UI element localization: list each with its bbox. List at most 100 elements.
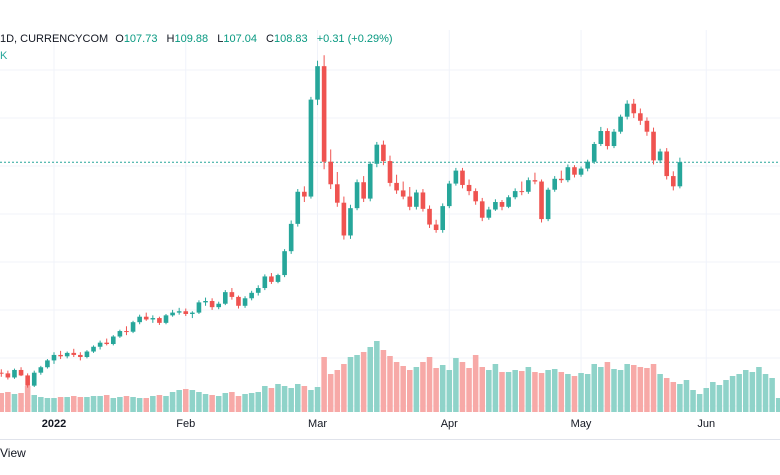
candle-body	[585, 161, 590, 169]
volume-bar	[209, 395, 215, 412]
footer-divider	[0, 439, 780, 440]
volume-bar	[413, 367, 420, 412]
volume-bar	[314, 387, 321, 412]
candle-body	[104, 342, 110, 345]
volume-bar	[334, 370, 341, 412]
candle-body	[0, 372, 4, 374]
candle	[670, 171, 676, 191]
low-label: L	[217, 33, 224, 45]
volume-bar	[545, 370, 551, 412]
candle-body	[367, 163, 373, 199]
volume-bar	[486, 370, 492, 412]
volume-bar	[242, 394, 248, 412]
volume-bar	[393, 362, 400, 412]
candle	[460, 167, 465, 189]
candle	[203, 297, 208, 306]
candle	[427, 205, 432, 228]
candle	[348, 204, 353, 239]
candle-body	[664, 151, 670, 177]
ohlc-legend: 1D, CURRENCYCOM O107.73 H109.88 L107.04 …	[0, 33, 399, 45]
candle	[143, 312, 149, 321]
candle	[644, 117, 650, 136]
candle	[519, 181, 525, 196]
candle	[124, 326, 129, 336]
candle	[51, 352, 57, 364]
candle-body	[216, 303, 222, 308]
candle	[433, 219, 439, 233]
volume-bar	[327, 374, 334, 412]
candle-body	[552, 178, 558, 190]
volume-bar	[584, 374, 591, 412]
volume-bar	[551, 369, 558, 412]
candle	[526, 177, 531, 194]
candle-body	[157, 318, 162, 323]
candle	[532, 172, 538, 185]
candle	[0, 369, 4, 377]
volume-bar	[341, 364, 347, 412]
volume-bar	[18, 393, 24, 412]
volume-bar	[762, 374, 769, 412]
candle-body	[31, 372, 37, 386]
x-tick-label: Apr	[441, 418, 458, 430]
candle-body	[302, 191, 307, 197]
candle-body	[611, 131, 617, 147]
candle-body	[565, 167, 571, 181]
volume-bar	[321, 357, 327, 412]
volume-bar	[308, 390, 314, 412]
footer-view-link[interactable]: View	[0, 446, 26, 460]
volume-bar	[472, 355, 479, 412]
candle-body	[591, 143, 597, 162]
volume-bar	[70, 396, 77, 412]
candle	[78, 352, 83, 361]
candle	[493, 199, 498, 211]
candle-body	[150, 318, 156, 320]
volume-bar	[360, 352, 367, 412]
candle-body	[170, 312, 175, 316]
volume-bar	[143, 398, 150, 412]
candle-body	[460, 170, 465, 185]
volume-bar	[518, 371, 525, 412]
candle	[341, 196, 347, 240]
volume-bar	[571, 376, 578, 412]
volume-bar	[769, 378, 775, 412]
candle	[664, 148, 670, 180]
candle-body	[433, 224, 439, 231]
candle-body	[12, 369, 17, 378]
candle	[638, 108, 643, 125]
volume-bar	[558, 372, 565, 412]
volume-bar	[683, 380, 690, 412]
candle	[71, 348, 77, 357]
candle-body	[117, 331, 123, 337]
candle-body	[400, 190, 406, 197]
candle-body	[420, 192, 426, 209]
volume-bar	[182, 389, 189, 412]
candle	[618, 114, 623, 134]
candle	[157, 316, 162, 325]
candle-body	[196, 302, 202, 313]
candle-body	[644, 120, 650, 132]
volume-bar	[150, 396, 156, 412]
low-value: 107.04	[223, 33, 257, 45]
volume-bar	[347, 357, 354, 412]
volume-bar	[11, 394, 18, 412]
candle-body	[255, 288, 261, 293]
candle	[381, 140, 386, 166]
volume-bar	[110, 398, 117, 412]
candle-body	[288, 223, 294, 252]
close-label: C	[266, 33, 274, 45]
candle	[321, 55, 327, 170]
volume-bar	[24, 386, 31, 412]
volume-bar	[532, 372, 538, 412]
volume-bar	[136, 398, 143, 412]
candle-body	[374, 144, 380, 164]
candle-body	[598, 131, 604, 144]
candle	[367, 161, 373, 202]
candle-body	[242, 298, 248, 306]
candle	[315, 60, 320, 106]
x-tick-label: Feb	[176, 418, 195, 430]
volume-bar	[598, 367, 604, 412]
volume-bar	[64, 397, 70, 412]
candle-body	[249, 292, 254, 299]
